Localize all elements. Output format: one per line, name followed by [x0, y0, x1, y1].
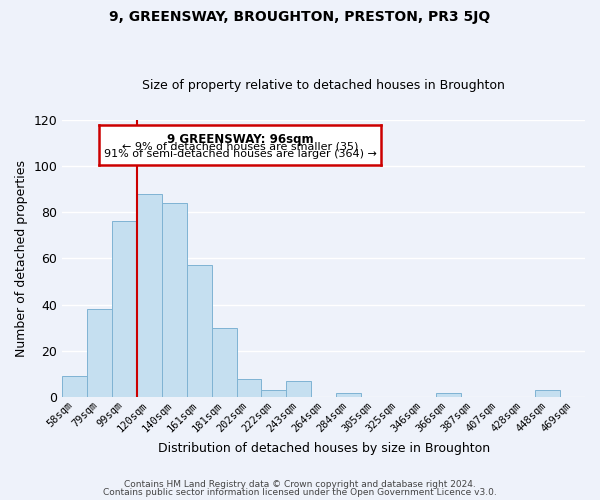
Y-axis label: Number of detached properties: Number of detached properties [15, 160, 28, 357]
Bar [286, 381, 311, 398]
Bar [336, 392, 361, 398]
Title: Size of property relative to detached houses in Broughton: Size of property relative to detached ho… [142, 79, 505, 92]
Bar [436, 392, 461, 398]
Bar [162, 203, 187, 398]
Bar [137, 194, 162, 398]
X-axis label: Distribution of detached houses by size in Broughton: Distribution of detached houses by size … [158, 442, 490, 455]
Bar [535, 390, 560, 398]
Bar [87, 310, 112, 398]
Bar [212, 328, 236, 398]
Text: Contains public sector information licensed under the Open Government Licence v3: Contains public sector information licen… [103, 488, 497, 497]
Bar [236, 379, 262, 398]
Bar [262, 390, 286, 398]
Bar [112, 222, 137, 398]
Text: Contains HM Land Registry data © Crown copyright and database right 2024.: Contains HM Land Registry data © Crown c… [124, 480, 476, 489]
Text: 9, GREENSWAY, BROUGHTON, PRESTON, PR3 5JQ: 9, GREENSWAY, BROUGHTON, PRESTON, PR3 5J… [109, 10, 491, 24]
Bar [187, 266, 212, 398]
Bar [62, 376, 87, 398]
